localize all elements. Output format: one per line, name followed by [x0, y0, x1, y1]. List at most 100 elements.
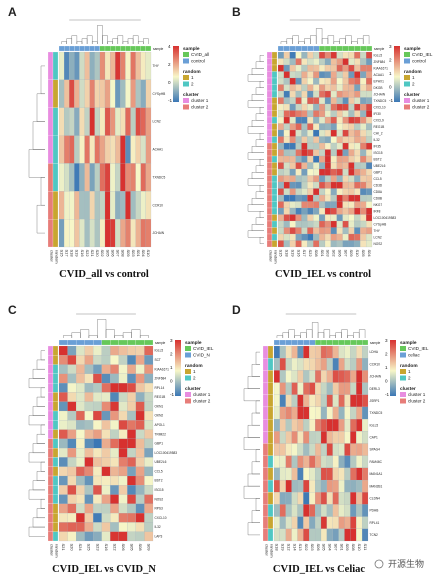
heatmap-cell	[135, 448, 145, 458]
cluster-annotation-cell	[266, 155, 273, 163]
heatmap-cell	[93, 364, 102, 374]
heatmap-cell	[336, 71, 343, 79]
heatmap-cell	[118, 522, 128, 532]
heatmap-cell	[115, 107, 121, 136]
column-labels: S18 S19 S12 S14 S13 S02 S03 S06 S05 S04 S07 S01 S09 S…	[275, 544, 368, 552]
heatmap-cell	[366, 162, 373, 170]
heatmap-cell	[295, 142, 302, 150]
heatmap-cell	[338, 406, 345, 420]
random-annotation-cell	[52, 163, 59, 192]
heatmap-cell	[93, 420, 102, 430]
heatmap-cell	[330, 181, 337, 189]
heatmap-cell	[336, 181, 343, 189]
dendrogram-branch	[97, 25, 103, 44]
heatmap-cell	[273, 467, 280, 481]
dendrogram-branch	[122, 41, 129, 44]
heatmap-cell	[309, 528, 316, 542]
heatmap-cell	[291, 492, 298, 505]
random-annotation-cell	[52, 373, 59, 384]
dendrogram-branch	[300, 332, 307, 338]
heatmap-cell	[89, 107, 95, 136]
cluster-annotation-cell	[266, 129, 273, 137]
heatmap-cell	[342, 71, 349, 79]
heatmap-cell	[67, 503, 77, 514]
heatmap-cell	[127, 401, 136, 412]
sample-annotation-cell	[366, 45, 373, 52]
colorbar-tick-label: 2	[168, 62, 171, 67]
heatmap-cell	[110, 531, 119, 542]
sample-annotation-cell	[89, 45, 95, 52]
sample-annotation-bar	[273, 339, 369, 346]
heatmap-cell	[344, 358, 351, 371]
column-label: S03	[310, 544, 315, 552]
row-label: OKN2	[155, 414, 164, 418]
row-label: JCHAIN	[374, 92, 386, 96]
colorbar	[394, 46, 400, 102]
heatmap-cell	[295, 233, 302, 241]
dendrogram-branch	[251, 461, 260, 475]
heatmap-cell	[110, 191, 116, 220]
heatmap-cell	[320, 455, 327, 468]
heatmap-cell	[324, 58, 331, 66]
heatmap-cell	[354, 168, 361, 176]
heatmap-cell	[291, 370, 298, 383]
heatmap-cell	[342, 110, 349, 118]
dendrogram-branch	[88, 335, 98, 338]
column-label: S02	[100, 250, 105, 258]
random-annotation-cell	[267, 370, 274, 383]
heatmap-cell	[309, 492, 316, 505]
heatmap-cell	[104, 79, 111, 108]
heatmap-cell	[342, 129, 349, 137]
heatmap-cell	[324, 123, 331, 131]
heatmap-cell	[307, 58, 314, 66]
heatmap-cell	[326, 479, 333, 493]
heatmap-cell	[289, 142, 296, 150]
heatmap-cell	[279, 528, 286, 542]
sample-annotation-label: sample	[374, 47, 385, 51]
heatmap-cells	[58, 51, 152, 248]
row-label: CD3D	[374, 183, 383, 187]
heatmap-cell	[120, 191, 126, 220]
heatmap-cell	[79, 135, 85, 164]
heatmap-cell	[315, 504, 322, 517]
heatmap-cell	[324, 84, 331, 92]
sample-annotation-cell	[110, 45, 116, 52]
heatmap-cell	[135, 355, 145, 365]
heatmap-cell	[277, 103, 284, 111]
panel-letter: D	[232, 303, 241, 317]
heatmap-cell	[285, 358, 292, 371]
row-label: IL32	[374, 138, 380, 142]
heatmap-cell	[283, 136, 290, 144]
heatmap-cell	[279, 419, 286, 432]
heatmap-cell	[342, 136, 349, 144]
heatmap-cell	[356, 504, 363, 517]
heatmap-cell	[279, 394, 286, 408]
colorbar-tick-label: -1	[389, 98, 394, 103]
cluster-annotation-cell	[266, 201, 273, 209]
row-label: JCHAIN	[370, 375, 382, 379]
heatmap-cell	[319, 71, 326, 79]
row-label: THY	[153, 64, 160, 68]
legend-item-label: 2	[191, 82, 194, 87]
heatmap-cell	[58, 410, 68, 421]
heatmap-cell	[110, 364, 119, 374]
heatmap-cell	[291, 516, 298, 529]
heatmap-cell	[89, 191, 95, 220]
dendrogram-branch	[66, 38, 72, 44]
heatmap-cell	[324, 97, 331, 105]
heatmap-cell	[101, 494, 111, 504]
row-label: MAN1A1	[370, 472, 383, 476]
heatmap-cell	[279, 431, 286, 444]
heatmap-cell	[319, 77, 326, 85]
heatmap-cell	[330, 84, 337, 92]
heatmap-cell	[307, 142, 314, 150]
cluster-annotation-cell	[266, 142, 273, 150]
dendrogram-branch	[127, 38, 134, 44]
heatmap-cell	[130, 79, 136, 108]
heatmap-cell	[336, 168, 343, 176]
row-label: RPL14	[155, 386, 165, 390]
heatmap-cell	[348, 71, 355, 79]
heatmap-cell	[58, 107, 65, 136]
heatmap-cell	[93, 383, 102, 393]
